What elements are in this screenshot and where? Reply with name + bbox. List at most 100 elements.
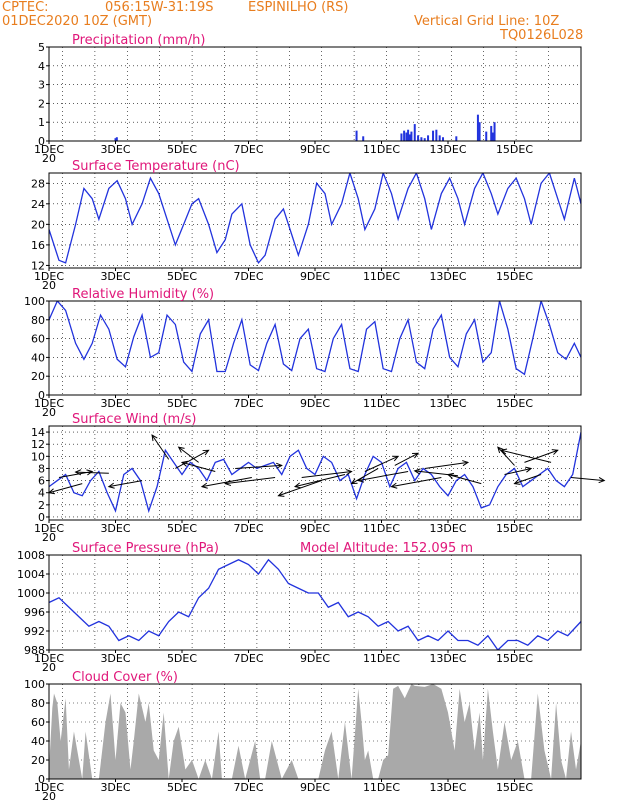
x-tick-label: 1DEC	[34, 781, 64, 794]
precip-bar	[493, 122, 496, 141]
x-tick-label: 15DEC	[496, 522, 533, 535]
series-line-1	[49, 173, 581, 265]
precip-bar	[432, 130, 435, 141]
panel-title: Precipitation (mm/h)	[72, 33, 205, 48]
precip-bar	[423, 138, 426, 141]
x-year-fragment: 20	[42, 279, 56, 292]
header-code: TQ0126L028	[500, 28, 584, 43]
wind-vector	[75, 471, 109, 474]
y-tick-label: 1000	[17, 587, 45, 600]
y-tick-label: 100	[24, 295, 45, 308]
y-tick-label: 0	[38, 389, 45, 402]
panel-subtitle: Model Altitude: 152.095 m	[300, 541, 473, 556]
wind-vector	[181, 461, 216, 472]
y-tick-label: 80	[31, 314, 45, 327]
wind-vector	[447, 474, 482, 485]
y-tick-label: 8	[38, 462, 45, 475]
x-tick-label: 11DEC	[363, 270, 400, 283]
x-tick-label: 9DEC	[300, 652, 330, 665]
y-tick-label: 0	[38, 135, 45, 148]
y-tick-label: 988	[24, 644, 45, 657]
x-tick-label: 9DEC	[300, 522, 330, 535]
x-tick-label: 1DEC	[34, 270, 64, 283]
y-tick-label: 24	[31, 198, 45, 211]
x-year-fragment: 20	[42, 406, 56, 419]
precip-bar	[413, 124, 416, 141]
precip-bar	[115, 137, 118, 141]
x-tick-label: 15DEC	[496, 652, 533, 665]
x-tick-label: 11DEC	[363, 143, 400, 156]
header-station: ESPINILHO (RS)	[248, 0, 349, 15]
x-tick-label: 5DEC	[167, 270, 197, 283]
y-tick-label: 20	[31, 754, 45, 767]
x-tick-label: 3DEC	[100, 397, 130, 410]
wind-vector	[351, 468, 379, 485]
y-tick-label: 1	[38, 116, 45, 129]
series-line-4	[49, 558, 581, 650]
x-tick-label: 11DEC	[363, 397, 400, 410]
x-tick-label: 5DEC	[167, 522, 197, 535]
precip-bar	[490, 125, 493, 141]
x-tick-label: 15DEC	[496, 397, 533, 410]
wind-vector	[48, 483, 83, 494]
y-tick-label: 16	[31, 239, 45, 252]
x-tick-label: 3DEC	[100, 143, 130, 156]
y-tick-label: 40	[31, 351, 45, 364]
wind-vector-head	[357, 476, 365, 483]
wind-vector	[524, 449, 558, 463]
y-tick-label: 992	[24, 625, 45, 638]
x-tick-label: 3DEC	[100, 781, 130, 794]
x-tick-label: 11DEC	[363, 522, 400, 535]
wind-vector-head	[224, 479, 232, 487]
wind-vector	[294, 474, 346, 488]
wind-vector	[108, 480, 143, 488]
precip-bar	[114, 138, 117, 141]
y-tick-label: 28	[31, 177, 45, 190]
x-tick-label: 15DEC	[496, 143, 533, 156]
y-tick-label: 2	[38, 97, 45, 110]
y-tick-label: 100	[24, 678, 45, 691]
wind-vector-head	[350, 478, 358, 485]
wind-vector	[514, 474, 542, 485]
x-tick-label: 5DEC	[167, 143, 197, 156]
wind-vector-head	[151, 434, 158, 442]
wind-vector-head	[390, 482, 398, 489]
precip-bar	[407, 129, 410, 141]
cloud-cover-area	[49, 684, 581, 779]
wind-vector-head	[86, 469, 94, 476]
x-tick-label: 13DEC	[429, 397, 466, 410]
y-tick-label: 10	[31, 450, 45, 463]
wind-vector-head	[500, 448, 508, 455]
precip-bar	[427, 135, 430, 141]
precip-bar	[485, 131, 488, 141]
wind-vector-head	[277, 491, 285, 497]
x-tick-label: 11DEC	[363, 781, 400, 794]
x-tick-label: 13DEC	[429, 781, 466, 794]
x-tick-label: 7DEC	[233, 781, 263, 794]
panel-title: Surface Pressure (hPa)	[72, 541, 219, 556]
x-tick-label: 1DEC	[34, 522, 64, 535]
header-coords: 056:15W-31:19S	[105, 0, 214, 15]
wind-vector-head	[551, 449, 559, 455]
wind-vector	[235, 464, 282, 469]
panel-title: Relative Humidity (%)	[72, 287, 214, 302]
wind-vector	[391, 477, 442, 488]
precip-bar	[435, 129, 438, 141]
x-tick-label: 1DEC	[34, 397, 64, 410]
y-tick-label: 1008	[17, 549, 45, 562]
x-tick-label: 5DEC	[167, 781, 197, 794]
y-tick-label: 60	[31, 716, 45, 729]
y-tick-label: 1004	[17, 568, 45, 581]
wind-vector-head	[107, 482, 115, 489]
x-year-fragment: 20	[42, 661, 56, 674]
chart-panel-4: 988 992 996 1000 1004 1008 1DEC20 3DEC 5DEC 7DEC 9…	[17, 541, 582, 674]
wind-vector-head	[392, 455, 400, 462]
y-tick-label: 0	[38, 511, 45, 524]
y-tick-label: 4	[38, 60, 45, 73]
wind-vector-head	[513, 479, 521, 485]
precip-bar	[491, 132, 494, 141]
wind-vector	[175, 449, 209, 469]
